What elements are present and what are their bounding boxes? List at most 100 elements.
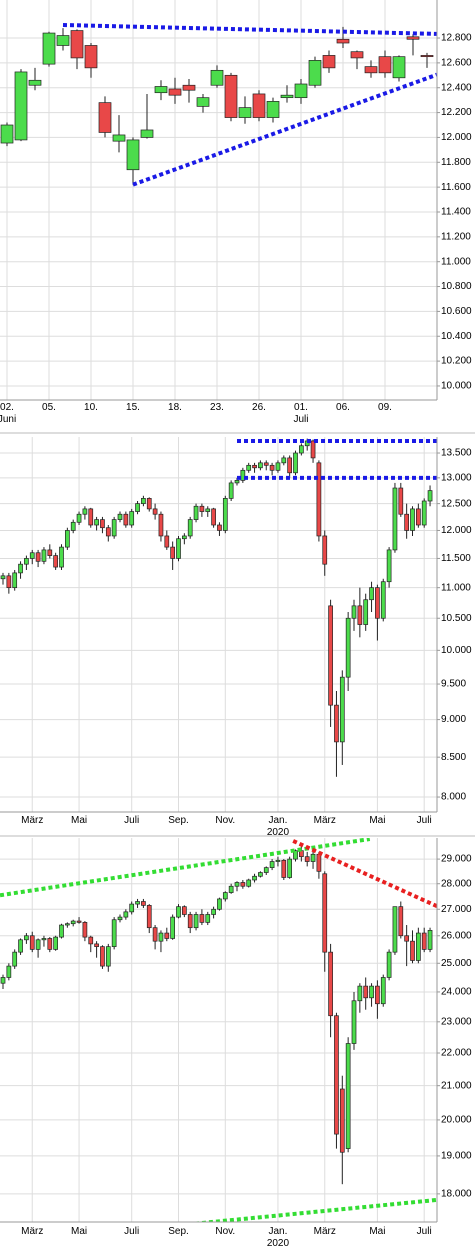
candle-body [287, 858, 292, 878]
candle-body [380, 977, 386, 1005]
candle-body [182, 84, 196, 91]
candle-body [154, 86, 168, 94]
candle-body [82, 508, 88, 515]
candle-body [363, 985, 369, 999]
candle-body [416, 932, 421, 961]
candle-body [293, 850, 298, 860]
x-tick-label: Mai [369, 1226, 386, 1237]
x-tick-label: 23. [210, 402, 224, 413]
candle-body [141, 498, 146, 504]
candle-body [258, 872, 263, 877]
y-tick-label: 11.200 [441, 231, 471, 242]
y-tick-label: 11.400 [441, 207, 471, 218]
candle-body [35, 552, 41, 562]
candle-body [70, 521, 76, 531]
y-tick-label: 29.000 [441, 854, 472, 865]
candle-body [217, 898, 222, 910]
candle-body [140, 129, 154, 138]
candle-body [392, 487, 398, 551]
candle-body [176, 538, 181, 559]
candle-body [6, 965, 12, 978]
candle-body [182, 906, 187, 915]
candle-body [196, 97, 210, 107]
candle-body [281, 457, 287, 464]
candle-body [105, 527, 111, 537]
candle-body [269, 861, 275, 868]
x-tick-label: 01. Juli [293, 402, 309, 425]
y-tick-label: 19.000 [441, 1151, 472, 1162]
candle-body [164, 932, 170, 939]
candle-body [100, 946, 105, 967]
candle-body [6, 575, 12, 589]
y-tick-label: 8.500 [441, 752, 466, 763]
candle-body [14, 71, 28, 141]
x-tick-label: 05. [42, 402, 56, 413]
candle-body [299, 445, 304, 454]
candle-body [392, 56, 406, 79]
candle-body [28, 79, 42, 86]
candle-body [322, 535, 328, 565]
candle-body [222, 892, 228, 900]
candle-body [53, 936, 59, 950]
x-tick-label: 15. [126, 402, 140, 413]
candle-body [152, 927, 158, 942]
candle-body [304, 856, 310, 862]
y-tick-label: 24.000 [441, 987, 472, 998]
candle-body [263, 867, 269, 873]
candle-body [224, 74, 238, 118]
x-tick-label: Sep. [168, 1226, 189, 1237]
candle-body [82, 922, 88, 938]
y-tick-label: 8.000 [441, 792, 466, 803]
candle-body [404, 513, 409, 531]
x-tick-label: Juli [124, 1226, 140, 1237]
candle-body [420, 55, 434, 58]
x-tick-label: Jan. 2020 [266, 1226, 290, 1249]
candle-body [363, 599, 369, 625]
candle-body [269, 464, 275, 471]
candle-body [211, 908, 216, 915]
y-tick-label: 12.000 [441, 525, 472, 536]
plot [0, 0, 437, 400]
candle-body [64, 923, 70, 926]
candle-body [246, 879, 252, 887]
candle-body [287, 457, 292, 474]
candle-body [193, 914, 199, 929]
candle-body [94, 519, 99, 526]
y-tick-label: 9.500 [441, 679, 466, 690]
y-tick-label: 12.800 [441, 33, 472, 44]
candle-body [316, 462, 322, 537]
x-tick-label: 26. [252, 402, 266, 413]
candle-body [187, 914, 193, 929]
x-tick-label: Jan. 2020 [266, 815, 290, 838]
candle-body [252, 464, 257, 469]
candle-body [281, 859, 287, 878]
candle-body [334, 704, 339, 743]
candle-body [293, 452, 298, 474]
candle-body [146, 498, 152, 510]
y-tick-label: 10.000 [441, 645, 472, 656]
trendline [191, 1197, 437, 1222]
candle-body [369, 985, 374, 999]
plot [0, 838, 437, 1222]
candle-body [416, 508, 421, 526]
candle-body [205, 508, 211, 512]
candle-body [351, 605, 357, 619]
candle-body [328, 605, 333, 706]
y-tick-label: 26.000 [441, 930, 472, 941]
candle-body [29, 552, 35, 559]
candle-body [152, 508, 158, 515]
y-tick-label: 11.800 [441, 157, 471, 168]
candle-body [94, 943, 99, 947]
y-tick-label: 13.000 [441, 472, 472, 483]
candle-body [211, 508, 216, 526]
candle-body [351, 1000, 357, 1044]
candle-body [0, 124, 14, 144]
x-tick-label: 02. Juni [0, 402, 17, 425]
candle-body [252, 875, 257, 881]
y-tick-label: 12.500 [441, 498, 472, 509]
candle-body [117, 513, 123, 520]
y-tick-label: 12.400 [441, 82, 472, 93]
trendline [62, 22, 437, 36]
candle-body [24, 935, 29, 941]
candle-body [308, 60, 322, 86]
